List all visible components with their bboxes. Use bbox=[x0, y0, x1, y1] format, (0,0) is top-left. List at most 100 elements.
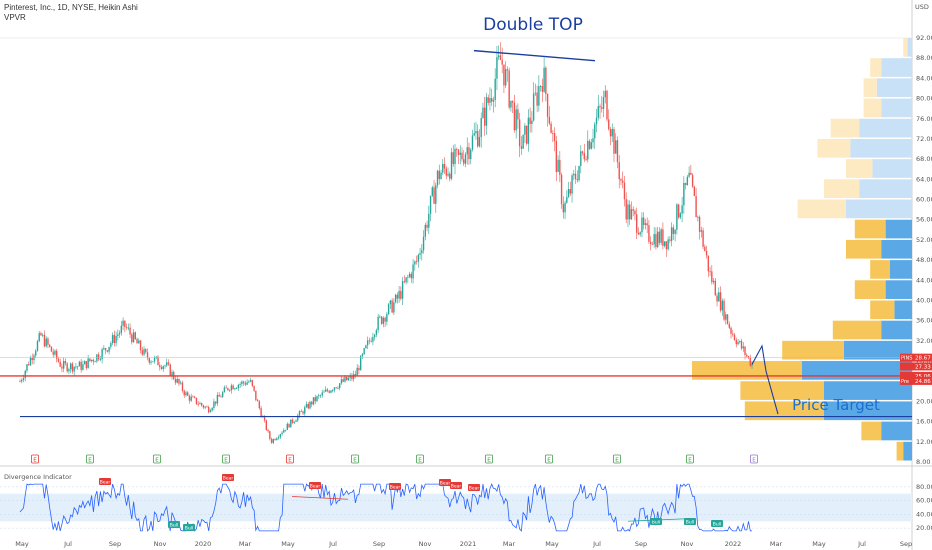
candle-body bbox=[35, 350, 37, 356]
x-tick-label: Sep bbox=[900, 540, 912, 548]
candle-body bbox=[475, 131, 477, 134]
candle-body bbox=[559, 159, 561, 175]
candle-body bbox=[538, 86, 540, 106]
candle-body bbox=[719, 292, 722, 311]
candle-body bbox=[192, 396, 194, 398]
vp-bar-up bbox=[870, 300, 895, 320]
candle-body bbox=[50, 346, 53, 352]
candle-body bbox=[608, 119, 610, 130]
candle-body bbox=[339, 383, 341, 389]
candle-body bbox=[356, 367, 358, 376]
vp-bar-up bbox=[692, 361, 802, 380]
candle-body bbox=[511, 100, 514, 103]
candle-body bbox=[141, 350, 143, 355]
candle-body bbox=[494, 78, 496, 100]
earnings-marker-label: E bbox=[615, 458, 619, 464]
badge-label: Bear bbox=[310, 484, 321, 490]
candle-body bbox=[546, 93, 549, 117]
candle-body bbox=[359, 356, 362, 371]
candle-body bbox=[496, 57, 498, 79]
candle-body bbox=[695, 195, 697, 218]
candle-body bbox=[316, 396, 318, 402]
earnings-marker-label: E bbox=[752, 458, 756, 464]
vp-bar-down bbox=[881, 239, 912, 259]
candle-body bbox=[391, 300, 393, 313]
candle-body bbox=[449, 173, 451, 179]
candle-body bbox=[300, 411, 302, 412]
candle-body bbox=[52, 351, 54, 355]
candle-body bbox=[194, 396, 196, 398]
candle-body bbox=[485, 97, 488, 126]
candle-body bbox=[646, 223, 648, 226]
candle-body bbox=[47, 338, 49, 345]
candle-body bbox=[625, 199, 627, 220]
earnings-marker-label: E bbox=[33, 458, 37, 464]
bear-badge bbox=[99, 478, 111, 485]
vp-bar-down bbox=[881, 58, 912, 77]
candle-body bbox=[368, 340, 371, 342]
candle-body bbox=[725, 314, 727, 320]
candle-body bbox=[635, 214, 638, 233]
earnings-marker-label: E bbox=[487, 458, 491, 464]
candle-body bbox=[265, 420, 268, 430]
x-tick-label: Jul bbox=[63, 540, 72, 548]
candle-body bbox=[412, 264, 414, 279]
vp-bar-down bbox=[824, 381, 912, 400]
candle-body bbox=[532, 93, 535, 121]
candle-body bbox=[124, 320, 126, 327]
badge-label: Bull bbox=[652, 520, 660, 526]
candle-body bbox=[641, 217, 643, 233]
candle-body bbox=[366, 340, 369, 346]
price-tag-name-box bbox=[900, 376, 914, 385]
candle-body bbox=[401, 281, 404, 299]
candle-body bbox=[309, 401, 311, 409]
candle-body bbox=[246, 382, 248, 385]
candle-body bbox=[581, 151, 584, 153]
candle-body bbox=[746, 354, 748, 357]
candle-body bbox=[104, 348, 107, 351]
candle-body bbox=[370, 340, 372, 342]
vp-bar-down bbox=[859, 179, 912, 199]
y-tick-label: 68.00 bbox=[916, 155, 932, 163]
candle-body bbox=[751, 364, 753, 366]
candle-body bbox=[732, 333, 734, 335]
candle-body bbox=[188, 395, 191, 401]
candle-body bbox=[136, 338, 138, 344]
currency-label: USD bbox=[915, 3, 929, 11]
candle-body bbox=[211, 407, 213, 411]
candle-body bbox=[730, 327, 732, 334]
candle-body bbox=[737, 341, 739, 345]
candle-body bbox=[653, 234, 655, 245]
candle-body bbox=[433, 187, 435, 204]
candle-body bbox=[452, 152, 454, 165]
candle-body bbox=[340, 379, 343, 384]
x-tick-label: May bbox=[545, 540, 559, 548]
price-tag-value: 24.86 bbox=[915, 379, 931, 385]
earnings-marker-label: E bbox=[688, 458, 692, 464]
vp-bar-up bbox=[846, 159, 873, 178]
candle-body bbox=[482, 107, 484, 119]
candle-body bbox=[396, 294, 399, 299]
price-tag-name-box bbox=[900, 353, 914, 362]
candle-body bbox=[274, 439, 276, 440]
earnings-marker bbox=[286, 454, 294, 464]
candle-body bbox=[180, 382, 182, 384]
candle-body bbox=[525, 125, 528, 144]
price-tag-value-box bbox=[914, 353, 932, 362]
vp-bar-up bbox=[782, 340, 844, 360]
candle-body bbox=[206, 406, 208, 408]
candle-body bbox=[267, 429, 269, 432]
earnings-marker bbox=[485, 454, 493, 464]
candle-body bbox=[656, 231, 659, 248]
candle-body bbox=[326, 389, 329, 392]
badge-label: Bear bbox=[451, 484, 462, 490]
candle-body bbox=[492, 99, 495, 102]
bear-badge bbox=[439, 479, 451, 486]
earnings-marker-label: E bbox=[353, 458, 357, 464]
candle-body bbox=[524, 125, 526, 135]
y-tick-label: 92.00 bbox=[916, 34, 932, 42]
candle-body bbox=[504, 69, 507, 86]
candle-body bbox=[69, 363, 72, 370]
candle-body bbox=[162, 366, 164, 369]
